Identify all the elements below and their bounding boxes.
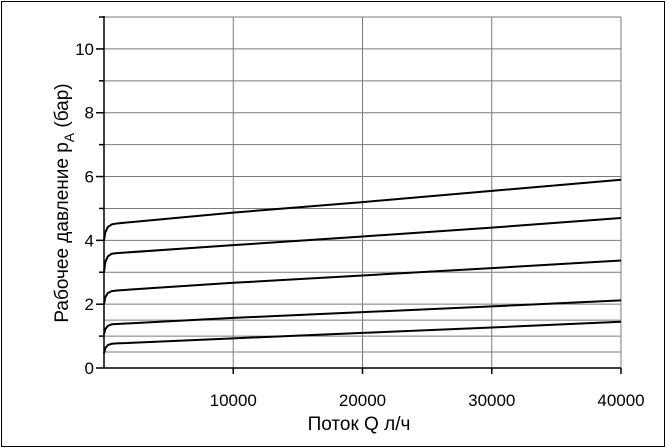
y-tick-label: 4 xyxy=(85,231,94,250)
x-tick-label: 40000 xyxy=(597,391,644,410)
x-tick-label: 20000 xyxy=(339,391,386,410)
y-axis-label: Рабочее давление pA (бар) xyxy=(52,83,77,322)
x-tick-label: 10000 xyxy=(210,391,257,410)
y-tick-label: 8 xyxy=(85,104,94,123)
y-tick-label: 0 xyxy=(85,359,94,378)
x-axis-label: Поток Q л/ч xyxy=(308,414,411,435)
tick-labels-layer: 0 2 4 6 8 10 10000 20000 30000 40000 xyxy=(75,40,645,410)
grid-layer xyxy=(104,16,622,368)
y-tick-label: 2 xyxy=(85,295,94,314)
series-layer xyxy=(103,178,622,354)
series-line xyxy=(103,178,622,241)
y-tick-label: 10 xyxy=(75,40,94,59)
axes-layer xyxy=(96,16,622,374)
y-axis-label-subscript: A xyxy=(61,132,77,142)
y-axis-label-main: Рабочее давление p xyxy=(52,142,73,322)
series-line xyxy=(103,217,622,273)
series-line xyxy=(103,320,622,354)
series-line xyxy=(103,259,622,305)
series-line xyxy=(103,299,622,335)
y-axis-label-tail: (бар) xyxy=(52,83,73,133)
x-tick-label: 30000 xyxy=(468,391,515,410)
y-tick-label: 6 xyxy=(85,168,94,187)
